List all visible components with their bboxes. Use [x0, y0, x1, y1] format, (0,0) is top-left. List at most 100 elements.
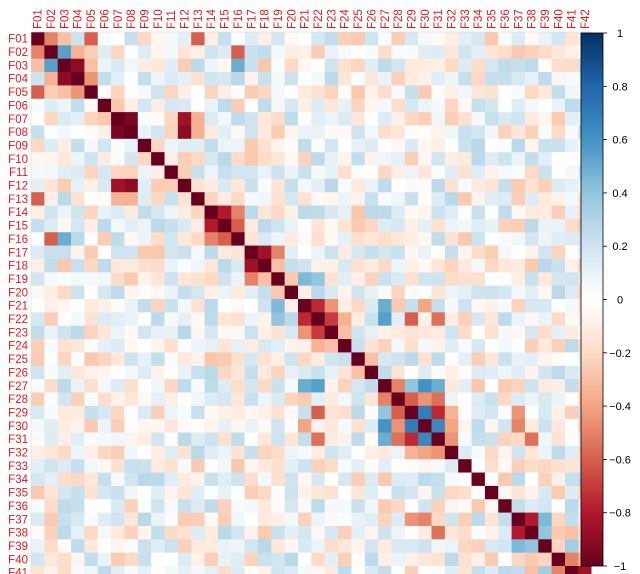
heatmap-cell — [151, 405, 165, 420]
heatmap-cell — [364, 299, 379, 313]
heatmap-cell — [204, 112, 219, 126]
heatmap-cell — [44, 138, 58, 153]
heatmap-cell — [524, 485, 539, 500]
heatmap-cell — [97, 98, 112, 113]
heatmap-cell — [524, 152, 539, 166]
heatmap-cell — [498, 138, 512, 153]
heatmap-cell — [151, 445, 165, 460]
heatmap-cell — [484, 125, 499, 140]
heatmap-cell — [458, 566, 472, 574]
heatmap-cell — [458, 245, 472, 260]
heatmap-cell — [284, 379, 299, 393]
heatmap-cell — [418, 445, 432, 460]
heatmap-cell — [97, 539, 112, 553]
heatmap-cell — [164, 325, 179, 340]
heatmap-cell — [217, 232, 232, 246]
heatmap-cell — [565, 419, 579, 433]
heatmap-cell — [404, 98, 419, 113]
column-label: F06 — [99, 9, 111, 29]
column-label: F16 — [233, 9, 245, 29]
heatmap-cell — [111, 459, 125, 473]
heatmap-cell — [391, 499, 406, 513]
heatmap-cell — [471, 459, 486, 473]
heatmap-cell — [177, 72, 192, 86]
heatmap-cell — [137, 485, 152, 500]
heatmap-cell — [71, 325, 85, 340]
heatmap-cell — [298, 245, 312, 260]
heatmap-cell — [164, 539, 179, 553]
heatmap-cell — [124, 432, 139, 447]
row-label: F20 — [8, 287, 28, 299]
heatmap-cell — [404, 152, 419, 166]
heatmap-cell — [57, 58, 72, 73]
heatmap-cell — [364, 512, 379, 527]
heatmap-cell — [97, 258, 112, 273]
heatmap-cell — [458, 325, 472, 340]
heatmap-cell — [244, 352, 259, 367]
heatmap-cell — [151, 112, 165, 126]
heatmap-cell — [378, 152, 392, 166]
heatmap-cell — [351, 205, 366, 220]
heatmap-cell — [217, 45, 232, 59]
heatmap-cell — [257, 112, 272, 126]
heatmap-cell — [31, 32, 45, 46]
heatmap-cell — [271, 339, 285, 353]
heatmap-cell — [231, 459, 245, 473]
heatmap-cell — [84, 152, 99, 166]
heatmap-cell — [444, 525, 459, 540]
heatmap-cell — [551, 432, 566, 447]
heatmap-cell — [431, 445, 446, 460]
heatmap-cell — [284, 325, 299, 340]
heatmap-cell — [231, 72, 245, 86]
heatmap-cell — [204, 325, 219, 340]
heatmap-cell — [44, 245, 58, 260]
heatmap-cell — [565, 392, 579, 407]
heatmap-cell — [217, 365, 232, 380]
heatmap-cell — [284, 419, 299, 433]
heatmap-cell — [271, 125, 285, 140]
heatmap-cell — [31, 405, 45, 420]
heatmap-cell — [57, 405, 72, 420]
heatmap-cell — [217, 445, 232, 460]
heatmap-cell — [511, 285, 526, 300]
heatmap-cell — [57, 325, 72, 340]
heatmap-cell — [378, 512, 392, 527]
heatmap-cell — [257, 499, 272, 513]
heatmap-cell — [298, 152, 312, 166]
heatmap-cell — [498, 552, 512, 567]
heatmap-cell — [164, 552, 179, 567]
heatmap-cell — [364, 72, 379, 86]
heatmap-cell — [298, 339, 312, 353]
heatmap-cell — [511, 152, 526, 166]
heatmap-cell — [164, 339, 179, 353]
heatmap-cell — [524, 98, 539, 113]
heatmap-cell — [191, 525, 205, 540]
heatmap-cell — [44, 472, 58, 487]
heatmap-cell — [404, 205, 419, 220]
heatmap-cell — [151, 125, 165, 140]
heatmap-cell — [565, 245, 579, 260]
heatmap-cell — [565, 472, 579, 487]
heatmap-cell — [124, 325, 139, 340]
heatmap-cell — [111, 525, 125, 540]
heatmap-cell — [551, 499, 566, 513]
heatmap-cell — [124, 85, 139, 100]
heatmap-cell — [284, 45, 299, 59]
heatmap-cell — [124, 285, 139, 300]
heatmap-cell — [311, 379, 325, 393]
heatmap-cell — [111, 352, 125, 367]
heatmap-cell — [351, 152, 366, 166]
heatmap-cell — [177, 459, 192, 473]
heatmap-cell — [137, 218, 152, 233]
heatmap-cell — [351, 525, 366, 540]
heatmap-cell — [444, 218, 459, 233]
heatmap-cell — [57, 499, 72, 513]
heatmap-cell — [97, 152, 112, 166]
colorbar-tick-label: −1 — [614, 561, 627, 573]
heatmap-cell — [257, 325, 272, 340]
heatmap-cell — [404, 258, 419, 273]
heatmap-cell — [84, 539, 99, 553]
heatmap-cell — [231, 419, 245, 433]
heatmap-cell — [57, 85, 72, 100]
heatmap-cell — [471, 325, 486, 340]
